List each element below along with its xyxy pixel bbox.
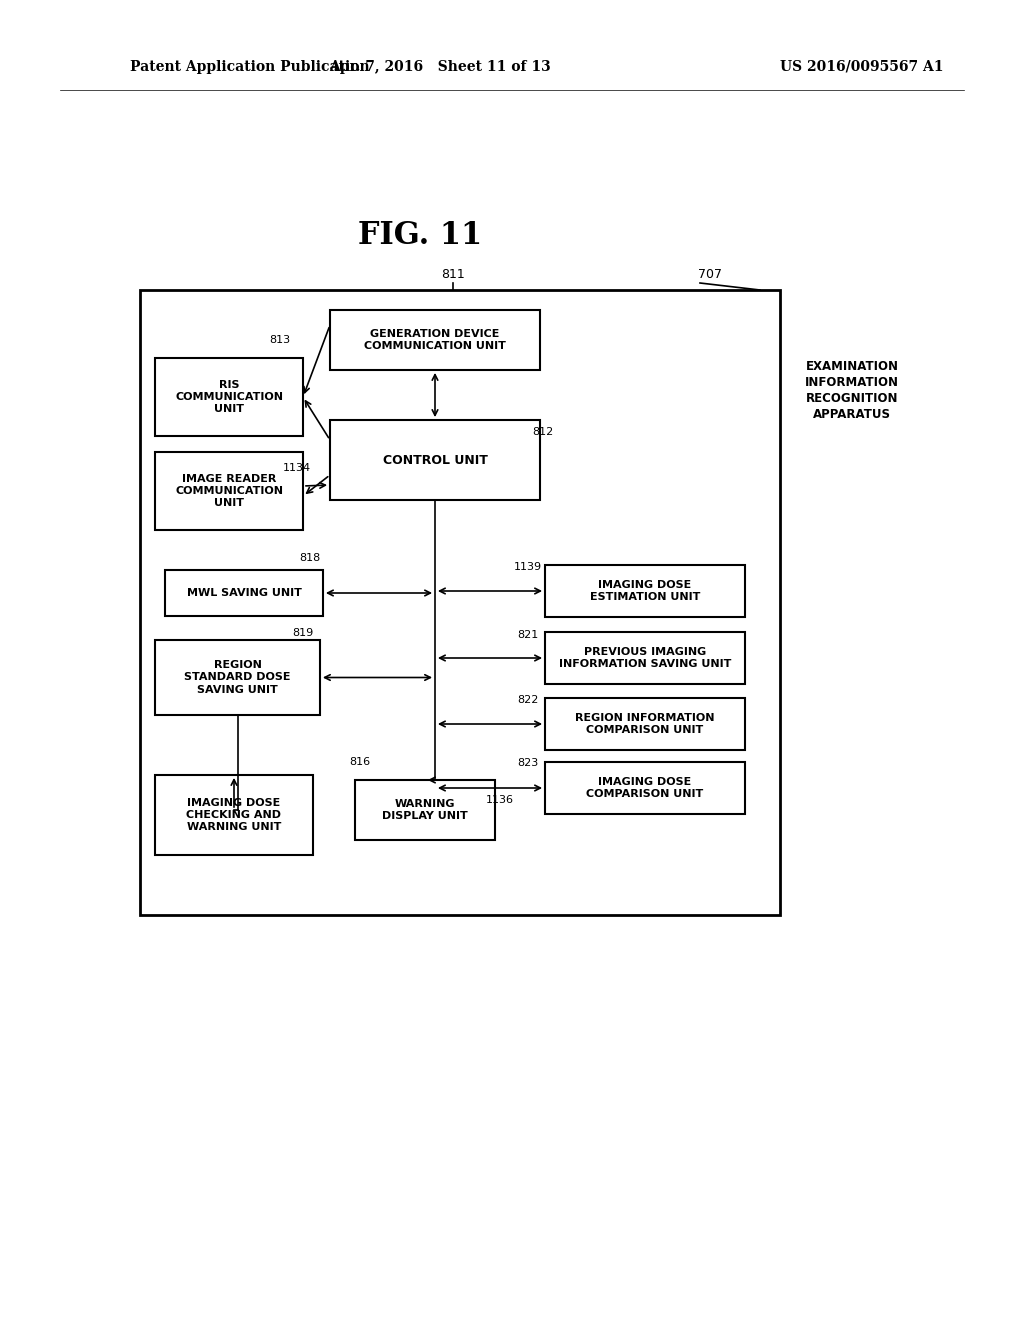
Text: RIS
COMMUNICATION
UNIT: RIS COMMUNICATION UNIT	[175, 380, 283, 414]
Text: 822: 822	[517, 696, 539, 705]
Text: 707: 707	[698, 268, 722, 281]
Bar	[545, 762, 745, 814]
Text: 816: 816	[349, 756, 371, 767]
Bar	[545, 698, 745, 750]
Bar	[330, 420, 540, 500]
Text: CONTROL UNIT: CONTROL UNIT	[383, 454, 487, 466]
Bar	[545, 565, 745, 616]
Text: 1134: 1134	[283, 463, 311, 473]
Text: 821: 821	[517, 630, 539, 640]
Text: EXAMINATION
INFORMATION
RECOGNITION
APPARATUS: EXAMINATION INFORMATION RECOGNITION APPA…	[805, 359, 899, 421]
Text: 1136: 1136	[486, 795, 514, 805]
Text: 812: 812	[532, 426, 554, 437]
Bar	[355, 780, 495, 840]
Text: US 2016/0095567 A1: US 2016/0095567 A1	[780, 59, 943, 74]
Bar	[545, 632, 745, 684]
Text: FIG. 11: FIG. 11	[358, 219, 482, 251]
Text: REGION
STANDARD DOSE
SAVING UNIT: REGION STANDARD DOSE SAVING UNIT	[184, 660, 291, 694]
Text: IMAGING DOSE
COMPARISON UNIT: IMAGING DOSE COMPARISON UNIT	[587, 776, 703, 799]
Text: Apr. 7, 2016   Sheet 11 of 13: Apr. 7, 2016 Sheet 11 of 13	[329, 59, 551, 74]
Text: IMAGE READER
COMMUNICATION
UNIT: IMAGE READER COMMUNICATION UNIT	[175, 474, 283, 508]
Text: Patent Application Publication: Patent Application Publication	[130, 59, 370, 74]
Bar	[155, 451, 303, 531]
Text: IMAGING DOSE
CHECKING AND
WARNING UNIT: IMAGING DOSE CHECKING AND WARNING UNIT	[186, 797, 282, 833]
Text: 813: 813	[269, 335, 291, 345]
Text: WARNING
DISPLAY UNIT: WARNING DISPLAY UNIT	[382, 799, 468, 821]
Bar	[140, 290, 780, 915]
Text: 823: 823	[517, 758, 539, 768]
Text: 1139: 1139	[514, 562, 542, 572]
Bar	[155, 775, 313, 855]
Text: 818: 818	[299, 553, 321, 564]
Bar	[155, 640, 319, 715]
Text: IMAGING DOSE
ESTIMATION UNIT: IMAGING DOSE ESTIMATION UNIT	[590, 579, 700, 602]
Bar	[165, 570, 323, 616]
Text: GENERATION DEVICE
COMMUNICATION UNIT: GENERATION DEVICE COMMUNICATION UNIT	[365, 329, 506, 351]
Text: PREVIOUS IMAGING
INFORMATION SAVING UNIT: PREVIOUS IMAGING INFORMATION SAVING UNIT	[559, 647, 731, 669]
Text: MWL SAVING UNIT: MWL SAVING UNIT	[186, 587, 301, 598]
Bar	[330, 310, 540, 370]
Text: 811: 811	[441, 268, 465, 281]
Text: 819: 819	[293, 628, 313, 638]
Text: REGION INFORMATION
COMPARISON UNIT: REGION INFORMATION COMPARISON UNIT	[575, 713, 715, 735]
Bar	[155, 358, 303, 436]
